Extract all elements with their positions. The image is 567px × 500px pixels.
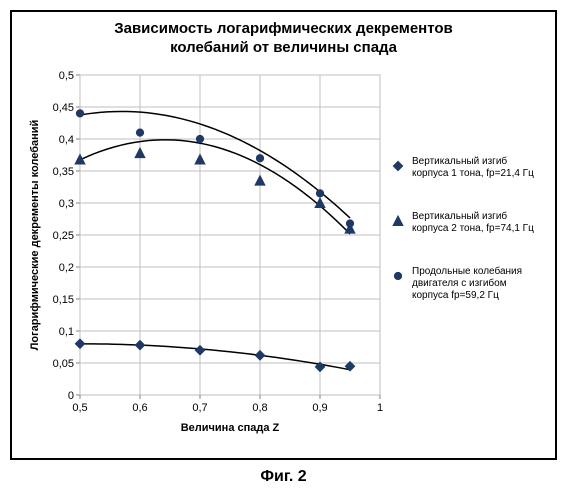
series-circle-legend-text: корпуса fp=59,2 Гц [412,290,499,301]
x-axis-label: Величина спада Z [181,422,280,434]
chart-title: Зависимость логарифмических декрементов … [12,12,555,62]
ytick-label: 0,15 [53,294,74,306]
ytick-label: 0,3 [59,198,74,210]
xtick-label: 0,5 [72,402,87,414]
series-circle-marker [136,128,144,136]
ytick-label: 0,1 [59,326,74,338]
y-axis-label: Логарифмические декременты колебаний [29,120,41,351]
series-diamond-legend-text: Вертикальный изгиб [412,155,507,167]
series-circle-legend-text: Продольные колебания [412,265,522,277]
series-triangle-legend-text: корпуса 2 тона, fp=74,1 Гц [412,223,534,234]
ytick-label: 0,45 [53,102,74,114]
series-circle-marker [346,219,354,227]
chart-svg: 0 0,05 0,1 0,15 0,2 0,25 0,3 0,35 0,4 0,45 0,5 0,5 0… [22,70,549,450]
ytick-label: 0,05 [53,358,74,370]
series-triangle-legend-text: Вертикальный изгиб [412,210,507,222]
ytick-label: 0,4 [59,134,74,146]
title-line-2: колебаний от величины спада [170,39,397,56]
title-line-1: Зависимость логарифмических декрементов [114,20,453,37]
series-circle-marker [196,135,204,143]
figure-caption: Фиг. 2 [10,468,557,486]
series-circle-legend-marker [394,272,402,280]
ytick-label: 0 [68,390,74,402]
ytick-label: 0,35 [53,166,74,178]
ytick-label: 0,25 [53,230,74,242]
series-diamond-legend-marker [393,161,404,172]
series-triangle-legend-marker [392,215,403,226]
series-circle-legend-text: двигателя с изгибом [412,277,507,289]
chart-area: 0 0,05 0,1 0,15 0,2 0,25 0,3 0,35 0,4 0,45 0,5 0,5 0… [22,70,545,448]
series-circle-marker [256,154,264,162]
xtick-label: 1 [377,402,383,414]
series-circle-marker [316,189,324,197]
xtick-label: 0,8 [252,402,267,414]
xtick-label: 0,9 [312,402,327,414]
series-circle-marker [76,109,84,117]
ytick-label: 0,5 [59,70,74,82]
series-diamond-legend-text: корпуса 1 тона, fp=21,4 Гц [412,168,534,179]
chart-frame: Зависимость логарифмических декрементов … [10,10,557,460]
xtick-label: 0,7 [192,402,207,414]
xtick-label: 0,6 [132,402,147,414]
ytick-label: 0,2 [59,262,74,274]
